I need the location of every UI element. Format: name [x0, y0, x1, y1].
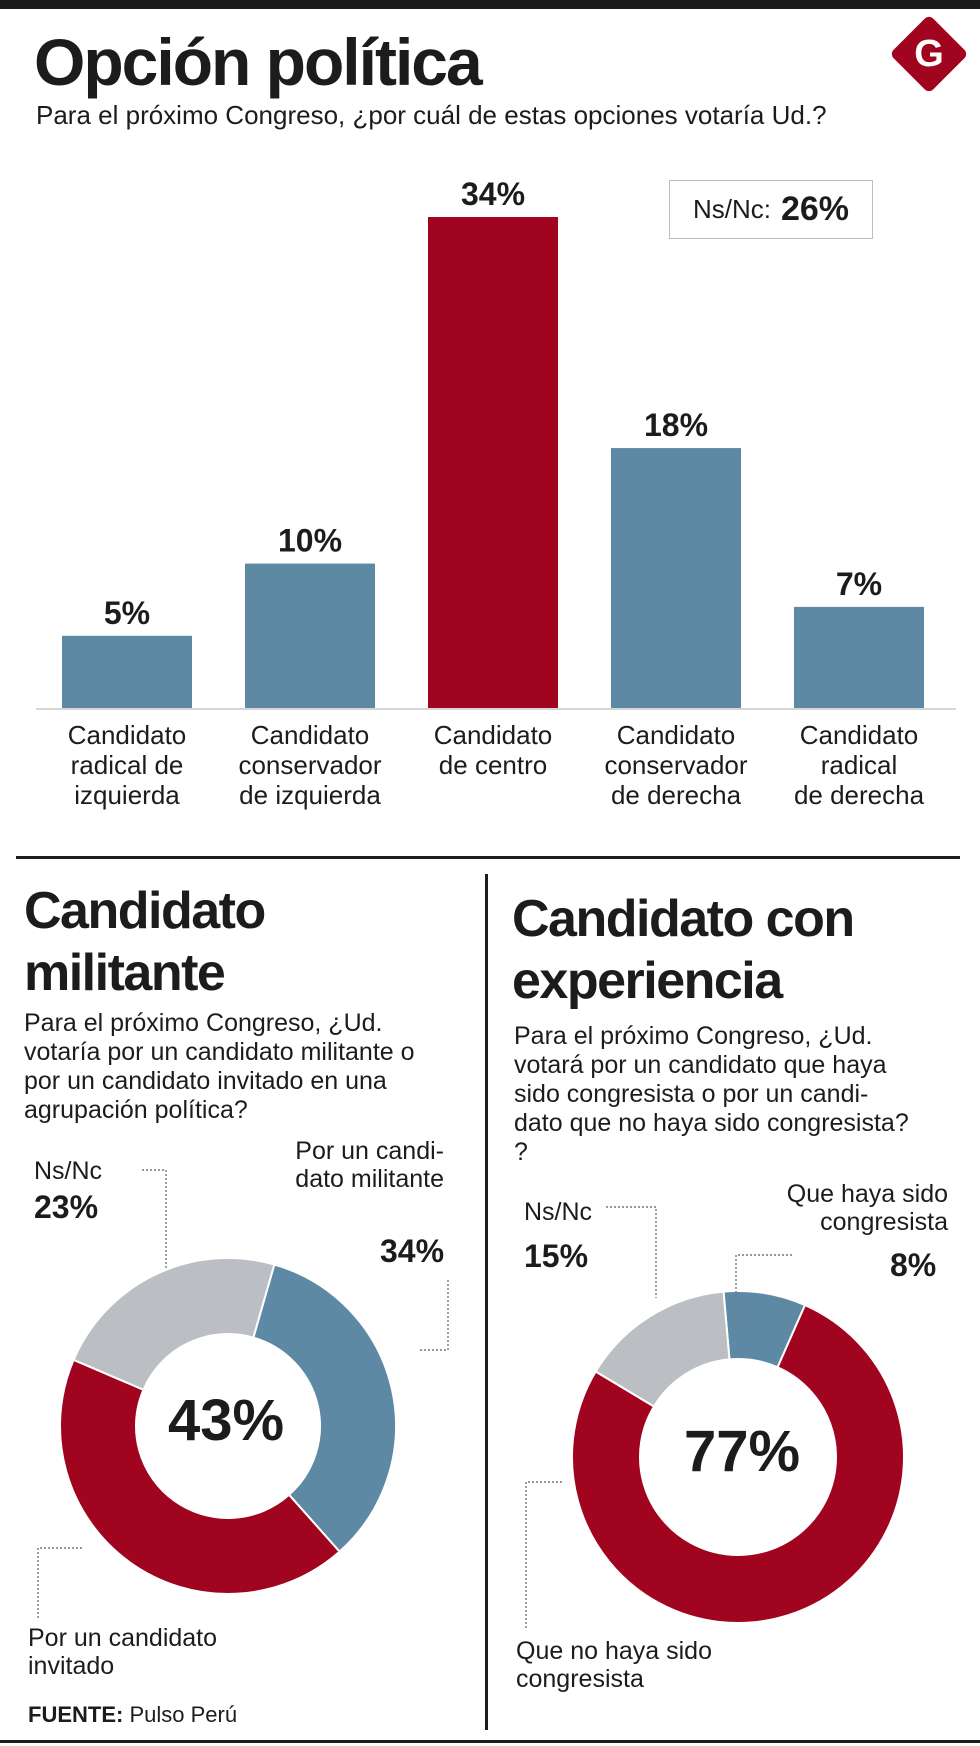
donut-slice — [72, 1257, 276, 1392]
bar — [62, 635, 192, 708]
leader-line — [735, 1254, 792, 1330]
militante-question: Para el próximo Congreso, ¿Ud. votaría p… — [24, 1009, 415, 1124]
bar-value-label: 5% — [104, 595, 150, 631]
page-subtitle: Para el próximo Congreso, ¿por cuál de e… — [36, 100, 827, 130]
militante-title: Candidato militante — [24, 882, 266, 1002]
leader-line — [525, 1481, 564, 1628]
militante-center-value: 43% — [167, 1388, 285, 1453]
militante-donut — [37, 1169, 449, 1618]
militante-militante-label: Por un candi- dato militante — [295, 1137, 444, 1193]
bar — [611, 448, 741, 708]
leader-line — [142, 1169, 167, 1268]
source-text: Pulso Perú — [123, 1702, 238, 1727]
bar-category-label: Candidato radical de derecha — [793, 720, 925, 810]
militante-nsnc-value: 23% — [34, 1189, 99, 1225]
leader-line — [606, 1206, 657, 1298]
bar-category-label: Candidato de centro — [433, 720, 553, 780]
experiencia-nsnc-label: Ns/Nc — [524, 1198, 593, 1226]
nsnc-box-value: 26% — [780, 190, 850, 228]
leader-line — [418, 1280, 449, 1351]
leader-line — [37, 1547, 84, 1618]
donut-slice — [59, 1358, 341, 1595]
bar — [245, 563, 375, 708]
experiencia-title: Candidato con experiencia — [512, 890, 855, 1010]
nsnc-box: Ns/Nc: 26% — [669, 180, 873, 239]
section-divider-vertical — [485, 874, 488, 1730]
bar-value-label: 10% — [278, 523, 342, 559]
bar — [794, 606, 924, 708]
bar-value-label: 34% — [461, 176, 525, 212]
page-title: Opción política — [34, 25, 483, 99]
bar-category-label: Candidato conservador de derecha — [604, 720, 748, 810]
bar-chart: 5% 10% 34% 18% 7% — [36, 176, 956, 710]
donut-slice — [571, 1303, 905, 1624]
experiencia-nsnc-value: 15% — [524, 1238, 589, 1274]
bar-category-label: Candidato radical de izquierda — [67, 720, 187, 810]
experiencia-center-value: 77% — [683, 1419, 801, 1484]
experiencia-donut — [525, 1206, 905, 1628]
militante-invitado-label: Por un candidato invitado — [28, 1624, 218, 1680]
militante-militante-value: 34% — [380, 1233, 445, 1269]
donut-slice — [252, 1263, 397, 1554]
bar-value-label: 18% — [644, 407, 708, 443]
militante-nsnc-label: Ns/Nc — [34, 1157, 103, 1185]
source-note: FUENTE: Pulso Perú — [28, 1702, 237, 1728]
experiencia-question: Para el próximo Congreso, ¿Ud. votará po… — [514, 1022, 909, 1166]
nsnc-box-label: Ns/Nc: — [692, 194, 771, 224]
bar — [428, 217, 558, 708]
experiencia-no-congresista-label: Que no haya sido congresista — [516, 1637, 712, 1693]
bar-category-label: Candidato conservador de izquierda — [238, 720, 382, 810]
experiencia-congresista-label: Que haya sido congresista — [786, 1180, 948, 1236]
experiencia-congresista-value: 8% — [890, 1247, 937, 1283]
logo: G — [889, 14, 969, 94]
donut-slice — [594, 1290, 731, 1408]
logo-letter: G — [914, 32, 944, 75]
top-bar — [0, 0, 980, 9]
section-divider-horizontal — [16, 856, 960, 859]
source-label: FUENTE: — [28, 1702, 124, 1727]
bar-value-label: 7% — [836, 566, 882, 602]
bottom-rule — [0, 1740, 980, 1743]
